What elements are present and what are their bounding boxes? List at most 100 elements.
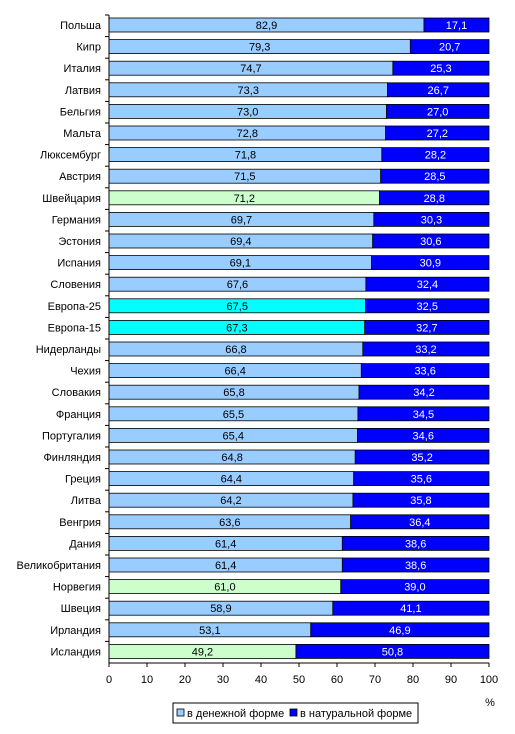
category-label-26: Великобритания xyxy=(17,560,102,572)
value-label-money-27: 61,0 xyxy=(214,582,235,594)
bar-natural-9 xyxy=(379,190,490,206)
value-label-natural-10: 30,3 xyxy=(421,214,442,226)
value-label-natural-5: 27,0 xyxy=(427,106,448,118)
bar-natural-16 xyxy=(362,341,490,357)
category-label-1: Польша xyxy=(60,20,102,32)
value-label-natural-22: 35,6 xyxy=(411,474,432,486)
category-label-30: Исландия xyxy=(50,646,101,658)
value-label-natural-7: 28,2 xyxy=(425,150,446,162)
value-label-natural-3: 25,3 xyxy=(430,63,451,75)
bar-natural-15 xyxy=(364,319,490,335)
x-tick-label-0: 0 xyxy=(106,674,112,686)
value-label-money-11: 69,4 xyxy=(230,236,251,248)
value-label-money-30: 49,2 xyxy=(192,646,213,658)
value-label-natural-12: 30,9 xyxy=(420,258,441,270)
bar-natural-22 xyxy=(353,471,490,487)
value-label-money-1: 82,9 xyxy=(256,20,277,32)
legend: в денежной форме в натуральной форме xyxy=(172,702,419,724)
value-label-natural-11: 30,6 xyxy=(420,236,441,248)
category-label-2: Кипр xyxy=(76,42,101,54)
value-label-natural-17: 33,6 xyxy=(414,366,435,378)
value-label-money-20: 65,4 xyxy=(223,430,244,442)
value-label-money-24: 63,6 xyxy=(219,517,240,529)
bar-natural-6 xyxy=(385,125,490,141)
value-label-natural-8: 28,5 xyxy=(424,171,445,183)
value-label-money-14: 67,5 xyxy=(227,301,248,313)
bar-natural-18 xyxy=(358,384,490,400)
value-label-money-21: 64,8 xyxy=(221,452,242,464)
bar-natural-27 xyxy=(340,579,490,594)
bar-natural-12 xyxy=(371,255,490,271)
category-label-3: Италия xyxy=(64,63,102,75)
value-label-money-15: 67,3 xyxy=(226,322,247,334)
value-label-money-17: 66,4 xyxy=(224,366,245,378)
value-label-natural-6: 27,2 xyxy=(427,128,448,140)
category-label-18: Словакия xyxy=(52,387,101,399)
bars-group: 82,9 17,1 79,3 20,7 74,7 25,3 73,3 26,7 73,0 27,0… xyxy=(108,17,490,659)
category-label-20: Португалия xyxy=(42,430,101,442)
value-label-natural-9: 28,8 xyxy=(424,193,445,205)
value-label-money-3: 74,7 xyxy=(240,63,261,75)
x-axis: 0 10 20 30 40 50 60 70 80 90 100 xyxy=(106,662,498,686)
bar-natural-1 xyxy=(423,17,490,33)
value-label-money-23: 64,2 xyxy=(220,495,241,507)
x-tick-label-60: 60 xyxy=(331,674,343,686)
value-label-natural-29: 46,9 xyxy=(389,625,410,637)
value-label-money-4: 73,3 xyxy=(238,85,259,97)
value-label-natural-21: 35,2 xyxy=(411,452,432,464)
value-label-natural-24: 36,4 xyxy=(409,517,430,529)
value-label-money-19: 65,5 xyxy=(223,409,244,421)
value-label-natural-13: 32,4 xyxy=(417,279,438,291)
value-label-money-25: 61,4 xyxy=(215,538,236,550)
value-label-money-26: 61,4 xyxy=(215,560,236,572)
category-label-6: Мальта xyxy=(63,128,102,140)
category-label-15: Европа-15 xyxy=(48,322,101,334)
bar-natural-19 xyxy=(357,406,490,422)
category-label-7: Люксембург xyxy=(40,150,101,162)
category-label-14: Европа-25 xyxy=(48,301,101,313)
value-label-natural-26: 38,6 xyxy=(405,560,426,572)
bar-natural-21 xyxy=(354,449,490,465)
bar-natural-30 xyxy=(295,644,490,659)
category-label-28: Швеция xyxy=(61,603,101,615)
category-label-27: Норвегия xyxy=(53,582,101,594)
value-label-natural-16: 33,2 xyxy=(415,344,436,356)
value-label-money-6: 72,8 xyxy=(237,128,258,140)
value-label-natural-30: 50,8 xyxy=(382,646,403,658)
x-tick-label-20: 20 xyxy=(179,674,191,686)
category-label-8: Австрия xyxy=(59,171,101,183)
value-label-money-8: 71,5 xyxy=(234,171,255,183)
category-label-21: Финляндия xyxy=(43,452,101,464)
x-tick-label-100: 100 xyxy=(480,674,498,686)
category-label-23: Литва xyxy=(71,495,102,507)
value-label-natural-19: 34,5 xyxy=(413,409,434,421)
value-label-money-29: 53,1 xyxy=(199,625,220,637)
value-label-money-16: 66,8 xyxy=(225,344,246,356)
bar-natural-24 xyxy=(350,514,490,530)
category-label-9: Швейцария xyxy=(42,193,101,205)
category-label-13: Словения xyxy=(50,279,101,291)
category-label-22: Греция xyxy=(65,474,101,486)
bar-natural-26 xyxy=(341,557,490,573)
category-label-11: Эстония xyxy=(58,236,101,248)
x-tick-label-30: 30 xyxy=(217,674,229,686)
value-label-natural-2: 20,7 xyxy=(439,42,460,54)
x-tick-label-40: 40 xyxy=(255,674,267,686)
value-label-natural-15: 32,7 xyxy=(416,322,437,334)
x-tick-label-90: 90 xyxy=(445,674,457,686)
value-label-money-28: 58,9 xyxy=(210,603,231,615)
x-tick-label-80: 80 xyxy=(407,674,419,686)
bar-natural-11 xyxy=(372,233,490,249)
value-label-natural-23: 35,8 xyxy=(410,495,431,507)
category-label-24: Венгрия xyxy=(59,517,101,529)
value-label-natural-1: 17,1 xyxy=(446,20,467,32)
bar-natural-7 xyxy=(381,147,490,163)
bar-natural-25 xyxy=(341,536,490,551)
bar-natural-20 xyxy=(357,427,490,443)
value-label-natural-14: 32,5 xyxy=(417,301,438,313)
x-tick-label-70: 70 xyxy=(369,674,381,686)
category-label-5: Бельгия xyxy=(60,106,101,118)
category-label-16: Нидерланды xyxy=(36,344,101,356)
bar-natural-23 xyxy=(352,492,490,508)
